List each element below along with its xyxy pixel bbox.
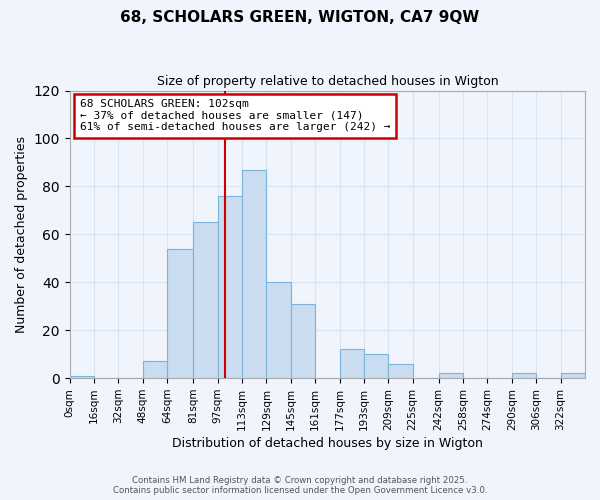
Bar <box>512 374 536 378</box>
Bar <box>193 222 218 378</box>
Bar <box>388 364 413 378</box>
Bar <box>364 354 388 378</box>
Bar <box>167 249 193 378</box>
Bar <box>340 350 364 378</box>
Text: 68, SCHOLARS GREEN, WIGTON, CA7 9QW: 68, SCHOLARS GREEN, WIGTON, CA7 9QW <box>121 10 479 25</box>
Bar <box>70 376 94 378</box>
Y-axis label: Number of detached properties: Number of detached properties <box>15 136 28 333</box>
Text: 68 SCHOLARS GREEN: 102sqm
← 37% of detached houses are smaller (147)
61% of semi: 68 SCHOLARS GREEN: 102sqm ← 37% of detac… <box>80 99 391 132</box>
Bar <box>560 374 585 378</box>
Bar <box>291 304 315 378</box>
X-axis label: Distribution of detached houses by size in Wigton: Distribution of detached houses by size … <box>172 437 483 450</box>
Title: Size of property relative to detached houses in Wigton: Size of property relative to detached ho… <box>157 75 498 88</box>
Bar <box>143 362 167 378</box>
Bar <box>266 282 291 378</box>
Bar <box>218 196 242 378</box>
Bar <box>242 170 266 378</box>
Bar <box>439 374 463 378</box>
Text: Contains HM Land Registry data © Crown copyright and database right 2025.
Contai: Contains HM Land Registry data © Crown c… <box>113 476 487 495</box>
